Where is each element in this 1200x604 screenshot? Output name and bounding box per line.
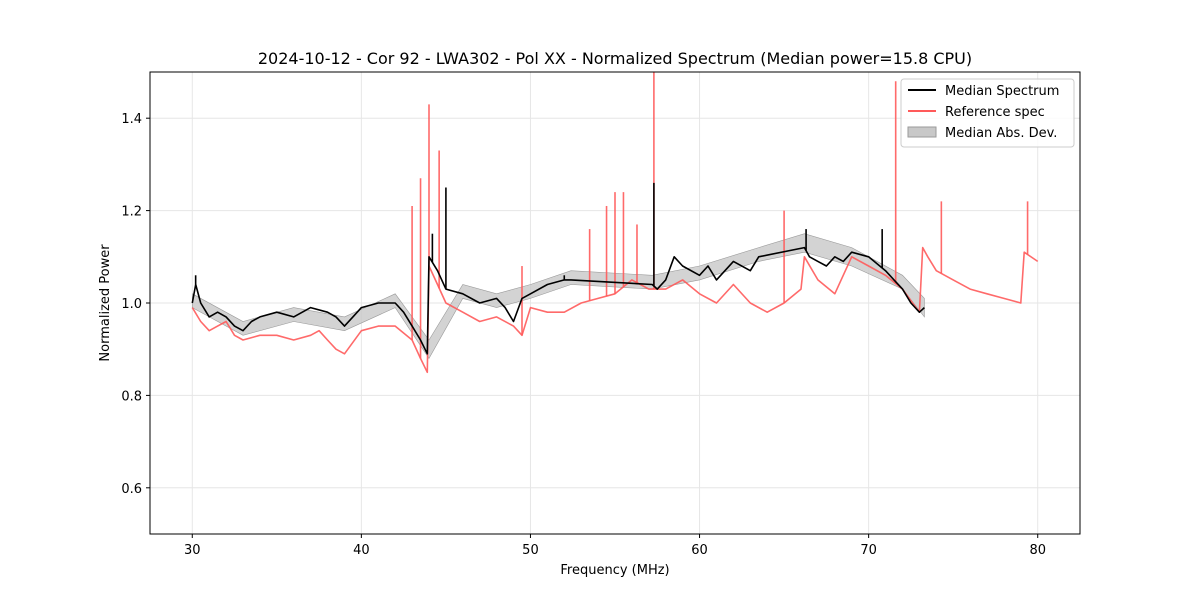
tick-layer: 30 40 50 60 70 80 0.6 0.8 1.0 1.2 1.4 <box>121 112 1046 558</box>
y-tick-label: 1.4 <box>121 112 142 127</box>
data-layer <box>191 72 1039 374</box>
x-tick-label: 70 <box>860 543 877 558</box>
y-tick-label: 0.8 <box>121 389 142 404</box>
x-axis-label: Frequency (MHz) <box>560 563 669 578</box>
chart-title: 2024-10-12 - Cor 92 - LWA302 - Pol XX - … <box>258 49 972 68</box>
x-tick-label: 60 <box>691 543 708 558</box>
series-group <box>191 72 1039 374</box>
legend-label-median: Median Spectrum <box>945 84 1059 99</box>
y-tick-label: 1.0 <box>121 297 142 312</box>
x-tick-label: 50 <box>522 543 539 558</box>
reference-spectrum-line <box>191 246 1039 374</box>
legend-swatch-mad <box>907 126 937 138</box>
x-tick-label: 40 <box>353 543 370 558</box>
legend-label-mad: Median Abs. Dev. <box>945 126 1057 141</box>
y-tick-label: 1.2 <box>121 205 142 220</box>
y-tick-label: 0.6 <box>121 482 142 497</box>
median-spectrum-line <box>191 246 925 355</box>
legend: Median Spectrum Reference spec Median Ab… <box>900 78 1075 148</box>
y-axis-label: Normalized Power <box>98 244 113 362</box>
x-tick-label: 80 <box>1029 543 1046 558</box>
legend-label-reference: Reference spec <box>945 105 1045 120</box>
mad-band <box>192 233 925 359</box>
legend-box <box>900 78 1075 148</box>
x-tick-label: 30 <box>184 543 201 558</box>
grid-layer <box>150 72 1080 534</box>
